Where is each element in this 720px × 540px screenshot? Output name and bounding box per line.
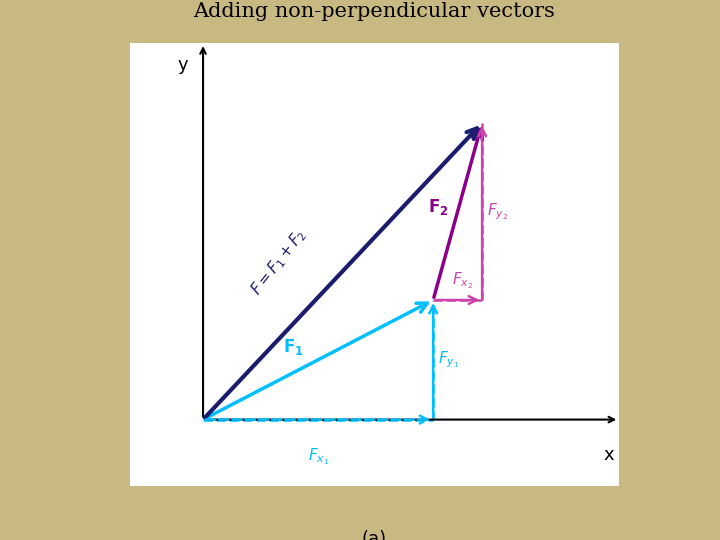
Text: $\mathit{F} = F_1 + F_2$: $\mathit{F} = F_1 + F_2$ [248, 226, 310, 299]
Text: $F_{y_2}$: $F_{y_2}$ [487, 201, 508, 222]
Text: $F_{y_1}$: $F_{y_1}$ [438, 349, 459, 370]
Text: Adding non-perpendicular vectors: Adding non-perpendicular vectors [194, 2, 555, 21]
Text: $\mathbf{F_1}$: $\mathbf{F_1}$ [283, 336, 304, 356]
Text: (a): (a) [362, 530, 387, 540]
Text: x: x [603, 446, 614, 464]
Text: $\mathbf{F_2}$: $\mathbf{F_2}$ [428, 197, 449, 217]
Text: $F_{x_1}$: $F_{x_1}$ [307, 446, 328, 467]
Text: y: y [178, 57, 189, 75]
Text: $F_{x_2}$: $F_{x_2}$ [452, 271, 473, 291]
